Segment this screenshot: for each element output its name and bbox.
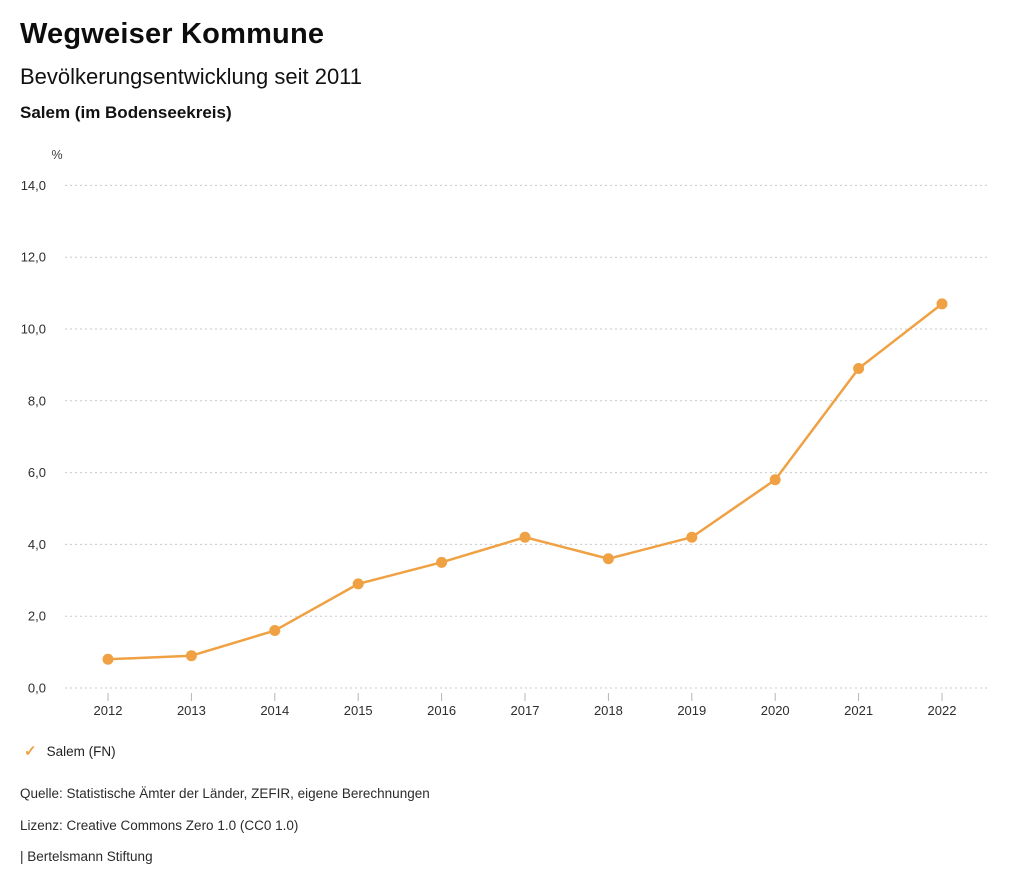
y-tick-label: 0,0 bbox=[28, 681, 46, 696]
y-tick-label: 8,0 bbox=[28, 393, 46, 408]
legend-item-salem[interactable]: ✓ Salem (FN) bbox=[24, 744, 116, 759]
data-point[interactable] bbox=[269, 625, 281, 637]
x-tick-label: 2019 bbox=[677, 703, 706, 718]
data-point[interactable] bbox=[102, 653, 114, 665]
data-point[interactable] bbox=[436, 556, 448, 568]
data-point[interactable] bbox=[686, 531, 698, 543]
region-label: Salem (im Bodenseekreis) bbox=[20, 103, 232, 122]
x-tick-label: 2021 bbox=[844, 703, 873, 718]
data-point[interactable] bbox=[853, 362, 865, 374]
y-tick-label: 12,0 bbox=[21, 250, 46, 265]
x-tick-label: 2020 bbox=[761, 703, 790, 718]
x-tick-label: 2017 bbox=[511, 703, 540, 718]
y-tick-label: 6,0 bbox=[28, 465, 46, 480]
data-point[interactable] bbox=[936, 298, 948, 310]
data-point[interactable] bbox=[352, 578, 364, 590]
source-text: Quelle: Statistische Ämter der Länder, Z… bbox=[20, 786, 430, 801]
x-tick-label: 2012 bbox=[94, 703, 123, 718]
trend-line bbox=[107, 302, 943, 661]
y-tick-label: 4,0 bbox=[28, 537, 46, 552]
x-tick-label: 2022 bbox=[928, 703, 957, 718]
license-text: Lizenz: Creative Commons Zero 1.0 (CC0 1… bbox=[20, 818, 299, 833]
line-chart: % 0,0 2,0 4,0 6,0 8,0 10,0 12,0 14,0 2012 2013 2014… bbox=[21, 148, 990, 718]
chart-subtitle: Bevölkerungsentwicklung seit 2011 bbox=[20, 64, 363, 89]
attribution-text: | Bertelsmann Stiftung bbox=[20, 849, 153, 864]
data-point[interactable] bbox=[519, 531, 531, 543]
x-tick-label: 2013 bbox=[177, 703, 206, 718]
y-tick-label: 10,0 bbox=[21, 322, 46, 337]
x-tick-label: 2014 bbox=[260, 703, 289, 718]
data-point[interactable] bbox=[769, 474, 781, 486]
data-point[interactable] bbox=[185, 650, 197, 662]
y-tick-label: 14,0 bbox=[21, 178, 46, 193]
legend-label: Salem (FN) bbox=[46, 744, 116, 759]
page-title: Wegweiser Kommune bbox=[20, 18, 325, 50]
data-point[interactable] bbox=[602, 553, 614, 565]
x-tick-label: 2015 bbox=[344, 703, 373, 718]
check-icon: ✓ bbox=[24, 743, 37, 760]
y-axis-unit: % bbox=[51, 148, 62, 162]
y-tick-label: 2,0 bbox=[28, 609, 46, 624]
x-tick-label: 2018 bbox=[594, 703, 623, 718]
x-tick-label: 2016 bbox=[427, 703, 456, 718]
